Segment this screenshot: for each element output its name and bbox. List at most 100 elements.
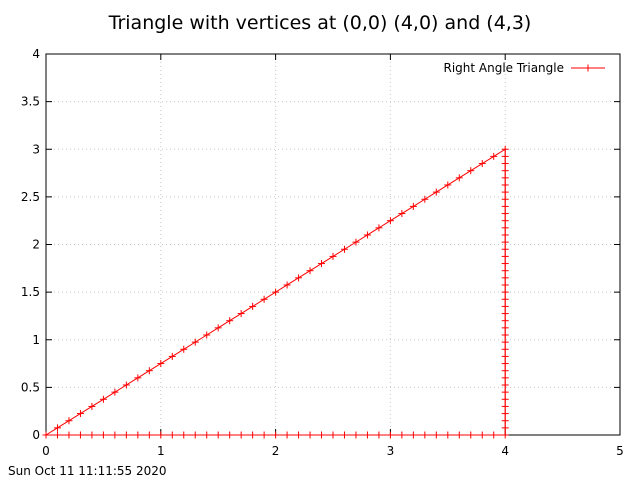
data-point <box>203 331 211 339</box>
data-point <box>157 431 165 439</box>
x-tick-label: 0 <box>42 444 50 458</box>
data-point <box>501 245 509 253</box>
data-point <box>145 367 153 375</box>
data-point <box>272 288 280 296</box>
data-point <box>295 431 303 439</box>
data-point <box>318 260 326 268</box>
data-point <box>501 274 509 282</box>
data-point <box>122 381 130 389</box>
data-point <box>283 281 291 289</box>
data-point <box>501 367 509 375</box>
x-tick-label: 4 <box>501 444 509 458</box>
data-point <box>501 424 509 432</box>
data-point <box>501 302 509 310</box>
y-tick-label: 0.5 <box>21 380 40 394</box>
data-point <box>501 360 509 368</box>
data-point <box>122 431 130 439</box>
data-point <box>340 245 348 253</box>
data-point <box>88 402 96 410</box>
data-point <box>501 238 509 246</box>
data-point <box>352 431 360 439</box>
data-point <box>375 431 383 439</box>
data-point <box>444 181 452 189</box>
data-point <box>501 288 509 296</box>
x-tick-label: 5 <box>616 444 624 458</box>
data-point <box>490 152 498 160</box>
data-point <box>467 431 475 439</box>
data-point <box>260 431 268 439</box>
data-point <box>168 431 176 439</box>
data-point <box>180 431 188 439</box>
data-point <box>501 210 509 218</box>
data-point <box>249 302 257 310</box>
data-point <box>145 431 153 439</box>
data-point <box>226 317 234 325</box>
data-point <box>501 174 509 182</box>
x-tick-label: 3 <box>387 444 395 458</box>
data-point <box>501 195 509 203</box>
data-point <box>501 395 509 403</box>
data-point <box>501 145 509 153</box>
data-point <box>306 267 314 275</box>
data-point <box>260 295 268 303</box>
y-tick-label: 1 <box>32 333 40 347</box>
data-point <box>501 374 509 382</box>
data-point <box>501 224 509 232</box>
data-point <box>490 431 498 439</box>
data-point <box>180 345 188 353</box>
data-point <box>237 431 245 439</box>
data-point <box>53 431 61 439</box>
data-point <box>501 410 509 418</box>
data-point <box>352 238 360 246</box>
data-point <box>501 388 509 396</box>
data-point <box>501 431 509 439</box>
data-point <box>409 431 417 439</box>
data-point <box>386 431 394 439</box>
data-point <box>111 388 119 396</box>
data-point <box>501 260 509 268</box>
data-point <box>65 431 73 439</box>
x-tick-label: 2 <box>272 444 280 458</box>
data-point <box>226 431 234 439</box>
data-point <box>53 424 61 432</box>
data-point <box>363 231 371 239</box>
data-point <box>134 431 142 439</box>
data-point <box>168 352 176 360</box>
data-point <box>318 431 326 439</box>
data-point <box>329 252 337 260</box>
data-point <box>478 160 486 168</box>
y-tick-label: 3.5 <box>21 95 40 109</box>
x-tick-label: 1 <box>157 444 165 458</box>
data-point <box>432 188 440 196</box>
data-point <box>501 324 509 332</box>
y-tick-label: 4 <box>32 47 40 61</box>
data-point <box>501 417 509 425</box>
data-point <box>306 431 314 439</box>
data-point <box>501 160 509 168</box>
data-point <box>340 431 348 439</box>
data-point <box>329 431 337 439</box>
timestamp: Sun Oct 11 11:11:55 2020 <box>8 464 167 478</box>
legend: Right Angle Triangle <box>443 61 605 75</box>
data-point <box>272 431 280 439</box>
data-point <box>501 331 509 339</box>
legend-label: Right Angle Triangle <box>443 61 564 75</box>
data-point <box>398 431 406 439</box>
data-point <box>444 431 452 439</box>
data-point <box>134 374 142 382</box>
chart-title: Triangle with vertices at (0,0) (4,0) an… <box>108 12 532 34</box>
data-point <box>501 167 509 175</box>
data-point <box>409 202 417 210</box>
data-point <box>501 402 509 410</box>
data-point <box>363 431 371 439</box>
data-point <box>214 324 222 332</box>
data-point <box>214 431 222 439</box>
data-point <box>111 431 119 439</box>
data-point <box>478 431 486 439</box>
data-point <box>501 381 509 389</box>
data-point <box>203 431 211 439</box>
data-point <box>386 217 394 225</box>
data-point <box>455 174 463 182</box>
data-point <box>421 195 429 203</box>
